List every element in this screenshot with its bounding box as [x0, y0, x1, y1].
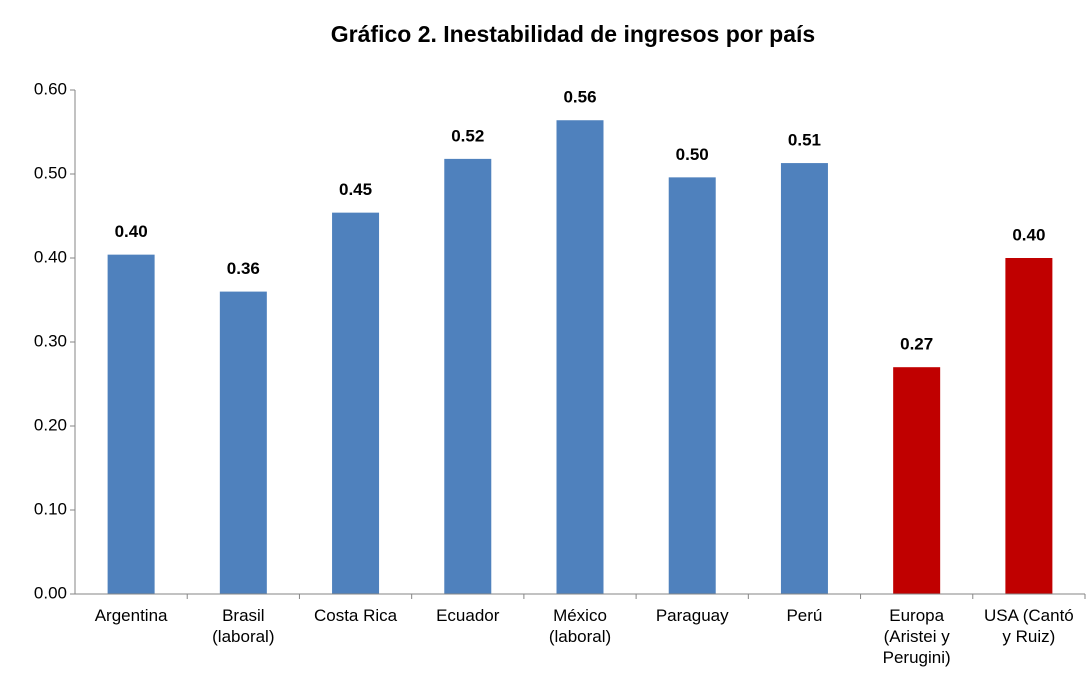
bar: [219, 291, 267, 594]
bar: [780, 163, 828, 594]
y-tick-label: 0.00: [34, 583, 67, 602]
x-tick-label: USA (Cantó y Ruiz): [983, 606, 1074, 646]
y-tick-label: 0.40: [34, 247, 67, 266]
bar: [332, 212, 380, 594]
x-tick-label: Argentina: [94, 606, 168, 625]
y-tick-label: 0.50: [34, 163, 67, 182]
x-tick-label: Perú: [786, 606, 823, 625]
y-tick-label: 0.10: [34, 499, 67, 518]
bar: [1005, 258, 1053, 594]
bar: [444, 158, 492, 594]
bar: [556, 120, 604, 595]
x-tick-label: México (laboral): [548, 606, 612, 646]
x-tick-label: Costa Rica: [313, 606, 398, 625]
bar: [668, 177, 716, 595]
data-label: 0.27: [900, 335, 933, 354]
data-label: 0.45: [339, 180, 372, 199]
x-tick-label: Ecuador: [436, 606, 500, 625]
data-label: 0.52: [451, 126, 484, 145]
data-label: 0.40: [1012, 225, 1045, 244]
data-label: 0.50: [676, 145, 709, 164]
data-label: 0.36: [227, 259, 260, 278]
bar: [893, 367, 941, 594]
y-tick-label: 0.30: [34, 331, 67, 350]
y-tick-label: 0.20: [34, 415, 67, 434]
data-label: 0.51: [788, 131, 821, 150]
x-tick-label: Brasil (laboral): [212, 606, 275, 646]
bar: [107, 254, 155, 594]
data-label: 0.56: [563, 88, 596, 107]
data-label: 0.40: [115, 222, 148, 241]
x-tick-label: Europa (Aristei y Perugini): [882, 606, 951, 667]
y-tick-label: 0.60: [34, 79, 67, 98]
x-tick-label: Paraguay: [655, 606, 729, 625]
chart-title: Gráfico 2. Inestabilidad de ingresos por…: [331, 21, 815, 47]
